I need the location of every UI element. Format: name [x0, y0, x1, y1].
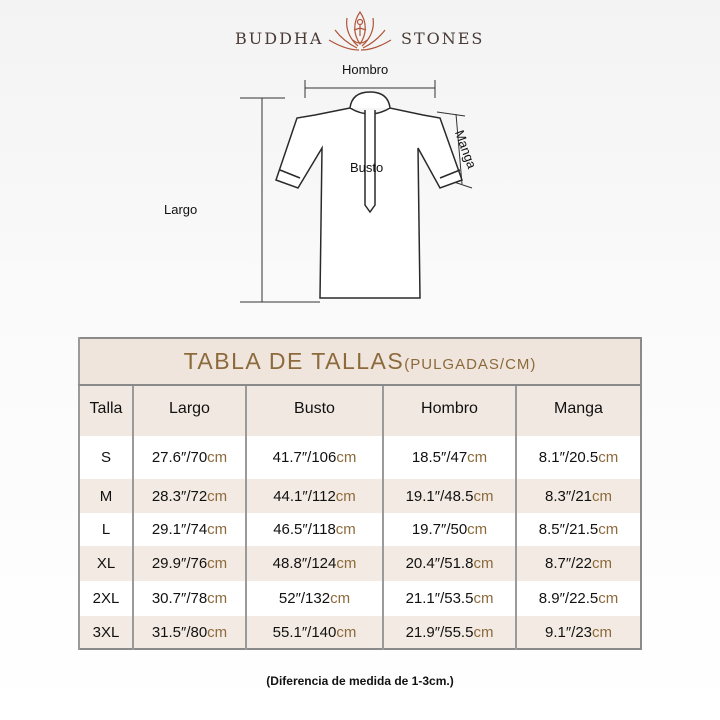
- shirt-diagram: [240, 80, 473, 303]
- largo-cell: 31.5″/80cm: [132, 616, 246, 649]
- largo-cell: 30.7″/78cm: [132, 581, 246, 616]
- hombro-cell: 20.4″/51.8cm: [382, 546, 516, 581]
- col-header: Manga: [515, 385, 641, 436]
- table-row: M 28.3″/72cm 44.1″/112cm 19.1″/48.5cm 8.3″/2…: [78, 479, 641, 513]
- table-title: TABLA DE TALLAS(PULGADAS/CM): [78, 338, 641, 386]
- manga-cell: 8.5″/21.5cm: [515, 513, 641, 546]
- busto-cell: 41.7″/106cm: [245, 436, 383, 479]
- lotus-meditation-icon: [328, 10, 392, 51]
- label-shoulder: Hombro: [342, 62, 389, 77]
- busto-cell: 48.8″/124cm: [245, 546, 383, 581]
- table-row: L 29.1″/74cm 46.5″/118cm 19.7″/50cm 8.5″/21.…: [78, 513, 641, 546]
- busto-cell: 44.1″/112cm: [245, 479, 383, 513]
- manga-cell: 8.1″/20.5cm: [515, 436, 641, 479]
- table-row: 2XL 30.7″/78cm 52″/132cm 21.1″/53.5cm 8.9″/2…: [78, 581, 641, 616]
- hombro-cell: 19.7″/50cm: [382, 513, 516, 546]
- size-cell: L: [78, 513, 133, 546]
- size-cell: XL: [78, 546, 133, 581]
- manga-cell: 8.7″/22cm: [515, 546, 641, 581]
- measurement-note: (Diferencia de medida de 1-3cm.): [266, 674, 454, 688]
- col-header: Hombro: [382, 385, 516, 436]
- brand-right: STONES: [401, 29, 485, 48]
- header-row: Talla Largo Busto Hombro Manga: [78, 385, 641, 436]
- busto-cell: 46.5″/118cm: [245, 513, 383, 546]
- manga-cell: 9.1″/23cm: [515, 616, 641, 649]
- busto-cell: 55.1″/140cm: [245, 616, 383, 649]
- table-row: S 27.6″/70cm 41.7″/106cm 18.5″/47cm 8.1″/20.…: [78, 436, 641, 479]
- hombro-cell: 18.5″/47cm: [382, 436, 516, 479]
- size-cell: M: [78, 479, 133, 513]
- largo-cell: 29.9″/76cm: [132, 546, 246, 581]
- size-cell: S: [78, 436, 133, 479]
- col-header: Talla: [78, 385, 133, 436]
- label-length: Largo: [164, 202, 198, 217]
- busto-cell: 52″/132cm: [245, 581, 383, 616]
- manga-cell: 8.3″/21cm: [515, 479, 641, 513]
- size-cell: 2XL: [78, 581, 133, 616]
- largo-cell: 27.6″/70cm: [132, 436, 246, 479]
- table-row: 3XL 31.5″/80cm 55.1″/140cm 21.9″/55.5cm 9.1″…: [78, 616, 641, 649]
- col-header: Busto: [245, 385, 383, 436]
- col-header: Largo: [132, 385, 246, 436]
- hombro-cell: 19.1″/48.5cm: [382, 479, 516, 513]
- table-row: XL 29.9″/76cm 48.8″/124cm 20.4″/51.8cm 8.7″/…: [78, 546, 641, 581]
- largo-cell: 29.1″/74cm: [132, 513, 246, 546]
- size-table: TABLA DE TALLAS(PULGADAS/CM) Talla Largo…: [78, 337, 642, 650]
- manga-cell: 8.9″/22.5cm: [515, 581, 641, 616]
- hombro-cell: 21.1″/53.5cm: [382, 581, 516, 616]
- size-cell: 3XL: [78, 616, 133, 649]
- largo-cell: 28.3″/72cm: [132, 479, 246, 513]
- hombro-cell: 21.9″/55.5cm: [382, 616, 516, 649]
- label-bust: Busto: [350, 160, 384, 175]
- brand-left: BUDDHA: [235, 29, 324, 48]
